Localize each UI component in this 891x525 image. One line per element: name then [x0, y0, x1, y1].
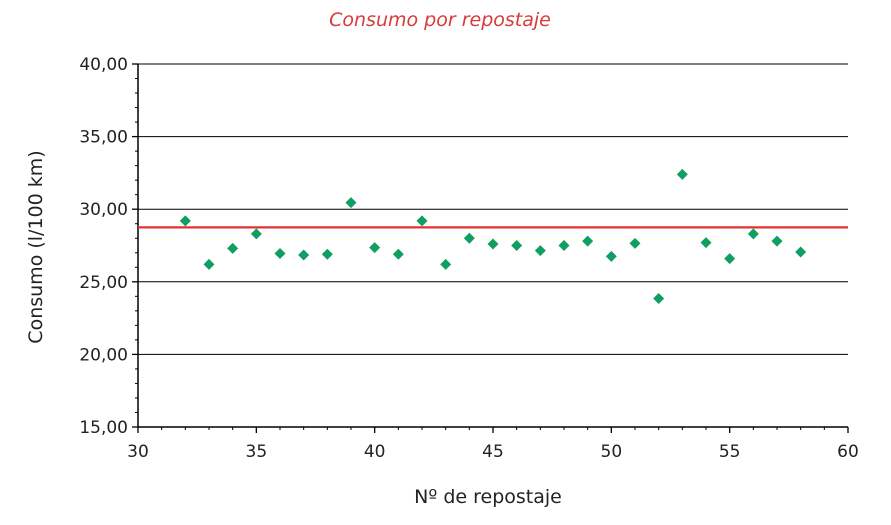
- x-tick-label: 50: [601, 442, 623, 462]
- y-axis-ticks: 15,00 20,00 25,00 30,00 35,00 40,00: [79, 55, 138, 438]
- data-point: [487, 238, 499, 250]
- x-tick-label: 55: [719, 442, 741, 462]
- y-axis-label: Consumo (l/100 km): [25, 150, 47, 343]
- data-point: [653, 292, 665, 304]
- x-tick-label: 45: [482, 442, 504, 462]
- y-tick-label: 20,00: [79, 345, 128, 365]
- data-point: [676, 168, 688, 180]
- data-point: [605, 250, 617, 262]
- data-point: [345, 197, 357, 209]
- x-tick-label: 40: [364, 442, 386, 462]
- data-point: [179, 215, 191, 227]
- data-point: [227, 242, 239, 254]
- data-point: [274, 247, 286, 259]
- data-point: [511, 240, 523, 251]
- x-tick-label: 30: [127, 442, 149, 462]
- gridlines: [138, 63, 848, 355]
- x-axis-label: Nº de repostaje: [414, 486, 562, 508]
- x-axis-ticks: 30 35 40 45 50 55 60: [127, 427, 859, 462]
- y-tick-label: 25,00: [79, 273, 128, 293]
- data-point: [321, 248, 333, 260]
- y-tick-label: 30,00: [79, 200, 128, 220]
- data-point: [724, 253, 736, 265]
- data-point: [534, 245, 546, 257]
- data-point: [558, 240, 570, 251]
- data-point: [298, 249, 310, 261]
- x-tick-label: 60: [837, 442, 859, 462]
- y-tick-label: 35,00: [79, 128, 128, 148]
- data-point: [416, 215, 428, 227]
- data-point: [771, 235, 783, 247]
- data-point: [440, 258, 452, 270]
- data-point: [629, 237, 641, 249]
- data-point: [369, 242, 381, 254]
- data-point: [582, 235, 594, 247]
- y-tick-label: 15,00: [79, 418, 128, 438]
- data-point: [392, 248, 404, 260]
- data-point: [795, 246, 807, 258]
- data-point: [203, 258, 215, 270]
- data-point: [700, 237, 712, 249]
- data-point: [463, 232, 475, 244]
- data-point: [250, 228, 262, 240]
- x-tick-label: 35: [246, 442, 268, 462]
- data-points: [179, 168, 807, 304]
- chart-title: Consumo por repostaje: [329, 9, 551, 31]
- y-tick-label: 40,00: [79, 55, 128, 75]
- data-point: [747, 228, 759, 240]
